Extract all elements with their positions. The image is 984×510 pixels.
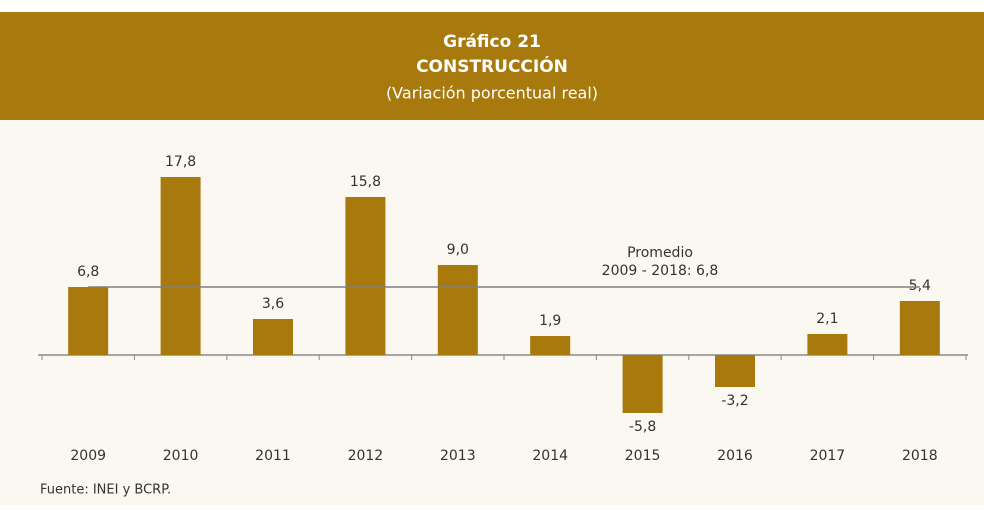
data-label: 5,4 xyxy=(909,278,931,294)
data-label: 6,8 xyxy=(77,264,99,280)
bar xyxy=(253,319,293,355)
bar xyxy=(68,287,109,355)
chart-title: Gráfico 21 xyxy=(443,32,541,52)
data-label: -5,8 xyxy=(629,419,656,435)
bar xyxy=(899,301,940,355)
bar xyxy=(160,177,201,355)
bar xyxy=(807,334,848,355)
data-label: 3,6 xyxy=(262,296,284,312)
bar xyxy=(530,336,571,355)
data-label: -3,2 xyxy=(721,393,748,409)
x-tick-label: 2015 xyxy=(625,448,661,464)
bar xyxy=(345,197,386,355)
chart-subtitle: CONSTRUCCIÓN xyxy=(416,55,568,77)
x-tick-label: 2014 xyxy=(532,448,568,464)
x-tick-label: 2009 xyxy=(70,448,106,464)
average-label: 2009 - 2018: 6,8 xyxy=(602,263,719,279)
x-tick-label: 2012 xyxy=(348,448,384,464)
bar xyxy=(715,355,755,387)
header-band xyxy=(0,12,984,120)
x-tick-label: 2016 xyxy=(717,448,753,464)
x-tick-label: 2013 xyxy=(440,448,476,464)
data-label: 15,8 xyxy=(350,174,381,190)
data-label: 2,1 xyxy=(816,311,838,327)
source-note: Fuente: INEI y BCRP. xyxy=(40,483,171,498)
x-tick-label: 2018 xyxy=(902,448,938,464)
x-tick-label: 2017 xyxy=(810,448,846,464)
bar xyxy=(622,355,663,413)
average-label: Promedio xyxy=(627,245,693,261)
data-label: 17,8 xyxy=(165,154,196,170)
data-label: 1,9 xyxy=(539,313,561,329)
x-tick-label: 2011 xyxy=(255,448,291,464)
x-tick-label: 2010 xyxy=(163,448,199,464)
data-label: 9,0 xyxy=(447,242,469,258)
bar xyxy=(437,265,478,355)
chart-subtitle: (Variación porcentual real) xyxy=(386,84,598,103)
